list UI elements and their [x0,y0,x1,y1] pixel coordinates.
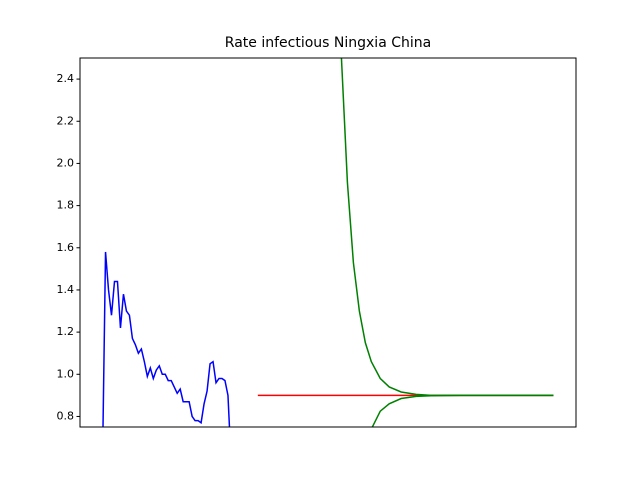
series-line [102,251,231,427]
plot-area [102,58,554,427]
series-line [371,394,554,427]
y-tick-label: 1.4 [57,283,75,296]
axes-frame [79,57,577,428]
y-tick-label: 1.8 [57,199,75,212]
y-tick-label: 0.8 [57,409,75,422]
y-tick-label: 1.0 [57,367,75,380]
y-tick-label: 1.2 [57,325,75,338]
y-tick-label: 2.0 [57,156,75,169]
y-tick-label: 2.2 [57,114,75,127]
y-tick-label: 1.6 [57,241,75,254]
chart-title: Rate infectious Ningxia China [225,35,431,51]
y-tick-label: 2.4 [57,72,75,85]
